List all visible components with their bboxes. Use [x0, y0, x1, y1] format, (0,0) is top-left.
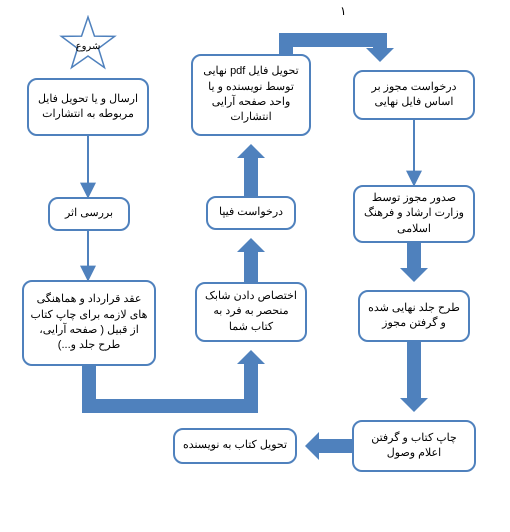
- flow-node-n6: اختصاص دادن شابک منحصر به فرد به کتاب شم…: [195, 282, 307, 342]
- flow-node-label: تحویل فایل pdf نهایی توسط نویسنده و یا و…: [199, 64, 303, 126]
- flow-node-label: ارسال و یا تحویل فایل مربوطه به انتشارات: [35, 92, 141, 123]
- flow-node-n9: طرح جلد نهایی شده و گرفتن مجوز: [358, 290, 470, 342]
- flow-node-n7: درخواست مجوز بر اساس فایل نهایی: [353, 70, 475, 120]
- flow-node-label: اختصاص دادن شابک منحصر به فرد به کتاب شم…: [203, 289, 299, 335]
- thick-arrow-ta8to9: [400, 243, 428, 282]
- flow-node-label: درخواست فیپا: [219, 205, 283, 220]
- thick-arrow-ta9to10: [400, 342, 428, 412]
- flow-node-n4: تحویل فایل pdf نهایی توسط نویسنده و یا و…: [191, 54, 311, 136]
- flow-node-n8: صدور مجوز توسط وزارت ارشاد و فرهنگ اسلام…: [353, 185, 475, 243]
- flow-node-label: تحویل کتاب به نویسنده: [183, 438, 287, 453]
- flow-node-n2: بررسی اثر: [48, 197, 130, 231]
- flow-node-label: عقد قرارداد و هماهنگی های لازمه برای چاپ…: [30, 292, 148, 354]
- flow-node-label: چاپ کتاب و گرفتن اعلام وصول: [360, 431, 468, 462]
- start-label: شروع: [58, 41, 118, 52]
- flow-node-n5: درخواست فیپا: [206, 196, 296, 230]
- flow-node-n1: ارسال و یا تحویل فایل مربوطه به انتشارات: [27, 78, 149, 136]
- thick-arrow-ta6to5: [237, 238, 265, 282]
- page-number: ۱: [340, 4, 346, 18]
- flow-node-n3: عقد قرارداد و هماهنگی های لازمه برای چاپ…: [22, 280, 156, 366]
- flow-node-n11: تحویل کتاب به نویسنده: [173, 428, 297, 464]
- flow-node-label: درخواست مجوز بر اساس فایل نهایی: [361, 80, 467, 111]
- thick-arrow-ta5to4: [237, 144, 265, 196]
- start-star: شروع: [58, 15, 118, 75]
- flow-node-n10: چاپ کتاب و گرفتن اعلام وصول: [352, 420, 476, 472]
- thick-arrow-ta10to11: [305, 432, 352, 460]
- flow-node-label: صدور مجوز توسط وزارت ارشاد و فرهنگ اسلام…: [361, 191, 467, 237]
- flow-node-label: بررسی اثر: [65, 206, 113, 221]
- flow-node-label: طرح جلد نهایی شده و گرفتن مجوز: [366, 301, 462, 332]
